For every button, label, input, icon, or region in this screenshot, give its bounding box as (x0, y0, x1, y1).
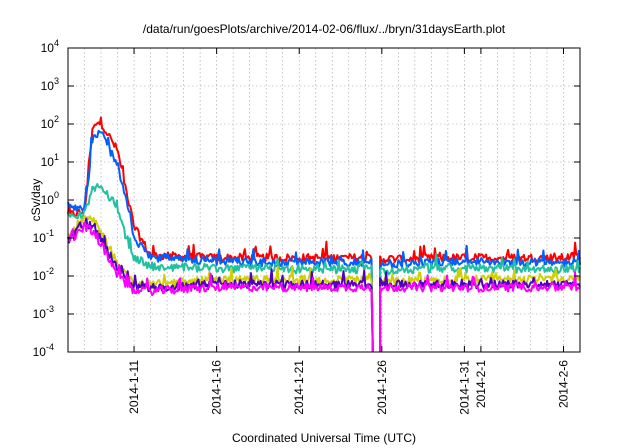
x-tick-label: 2014-2-6 (556, 360, 570, 408)
y-tick-label: 104 (41, 38, 59, 55)
y-tick-label: 10-1 (33, 228, 54, 245)
y-tick-label: 10-4 (33, 342, 54, 359)
y-tick-label: 100 (41, 190, 59, 207)
x-tick-labels: 2014-1-11 2014-1-16 2014-1-21 2014-1-26 2014… (127, 360, 570, 415)
y-tick-label: 10-2 (33, 266, 54, 283)
y-tick-label: 101 (41, 152, 59, 169)
y-tick-label: 102 (41, 114, 59, 131)
y-tick-label: 10-3 (33, 304, 54, 321)
x-tick-label: 2014-2-1 (474, 360, 488, 408)
x-tick-label: 2014-1-21 (292, 360, 306, 415)
x-tick-label: 2014-1-31 (457, 360, 471, 415)
y-tick-label: 103 (41, 76, 59, 93)
series-line (67, 221, 581, 353)
x-tick-label: 2014-1-16 (210, 360, 224, 415)
series-group (67, 116, 581, 353)
x-axis-label: Coordinated Universal Time (UTC) (232, 431, 416, 445)
series-line (67, 183, 581, 353)
x-tick-label: 2014-1-26 (375, 360, 389, 415)
axis-ticks (68, 47, 580, 353)
x-tick-label: 2014-1-11 (127, 360, 141, 414)
series-line (67, 129, 581, 353)
grid-lines (68, 48, 580, 352)
chart-title: /data/run/goesPlots/archive/2014-02-06/f… (143, 22, 506, 36)
series-line (67, 116, 581, 353)
y-axis-label: cSv/day (29, 179, 43, 222)
